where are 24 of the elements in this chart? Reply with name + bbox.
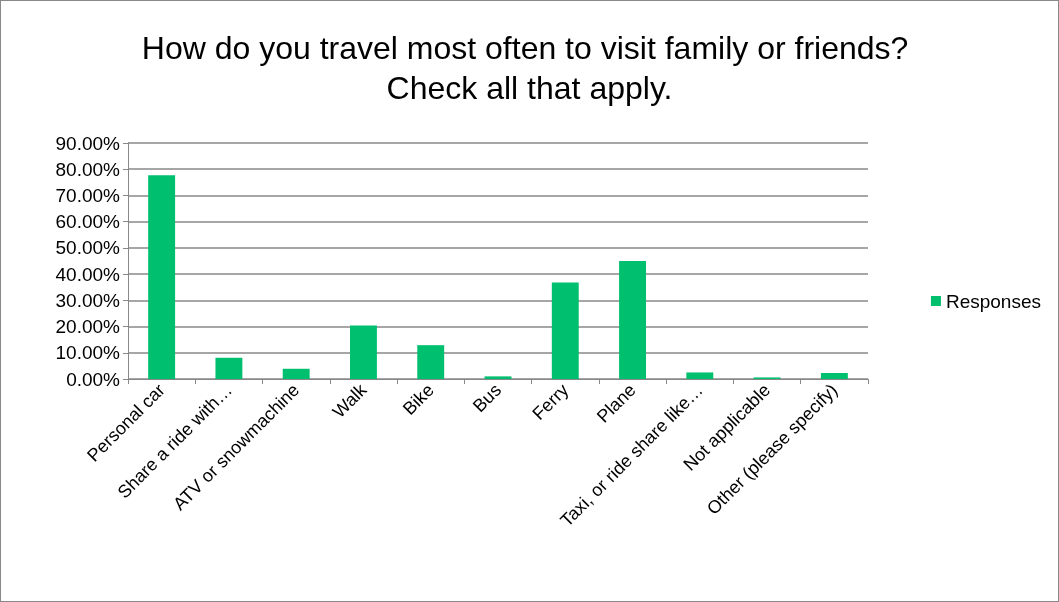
bar [619, 261, 646, 379]
bar [820, 372, 848, 379]
y-tick-label: 30.00% [55, 289, 121, 311]
bar [417, 345, 445, 379]
legend-label: Responses [945, 290, 1042, 312]
y-tick-label: 80.00% [55, 158, 121, 180]
y-tick-label: 40.00% [55, 263, 121, 285]
bar [148, 175, 176, 379]
y-tick-label: 60.00% [55, 211, 121, 233]
bar [215, 357, 243, 379]
y-tick-label: 90.00% [55, 132, 121, 154]
x-tick-label: Bus [469, 379, 506, 416]
bar [484, 376, 512, 379]
y-tick-label: 50.00% [55, 237, 121, 259]
chart-title: How do you travel most often to visit family or friends? Check all that apply. [141, 30, 918, 106]
bar [282, 368, 310, 379]
y-tick-label: 20.00% [55, 316, 121, 338]
y-tick-label: 0.00% [66, 368, 121, 390]
bar [686, 372, 714, 379]
bar [350, 325, 377, 379]
y-tick-label: 10.00% [55, 342, 121, 364]
x-tick-label: Bike [398, 379, 438, 419]
y-tick-label: 70.00% [55, 184, 121, 206]
bar [551, 282, 579, 379]
